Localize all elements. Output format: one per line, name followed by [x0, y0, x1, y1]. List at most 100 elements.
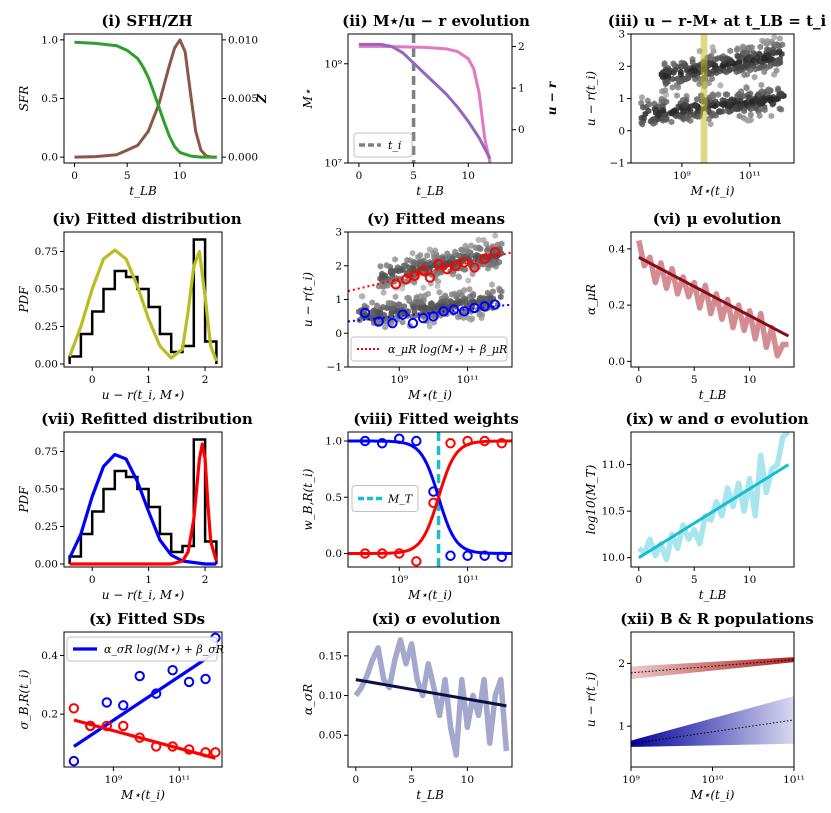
panel-title: (xi) σ evolution	[372, 610, 501, 628]
x-tick-label: 0	[352, 774, 359, 786]
density-hex	[748, 98, 755, 105]
density-hex	[417, 260, 423, 267]
data-point	[448, 304, 460, 315]
density-hex	[467, 249, 474, 256]
density-hex	[417, 298, 424, 306]
density-hex	[426, 323, 433, 330]
density-hex	[456, 299, 462, 307]
panel-p4: 0 1 2 0.00 0.25 0.50 0.75 u − r(t_i, M⋆) PDF (iv)…	[17, 210, 242, 402]
y-axis-label: M⋆	[301, 88, 315, 109]
panel-p7: 0 1 2 0.00 0.25 0.50 0.75 u − r(t_i, M⋆) PDF (vii…	[17, 410, 253, 602]
density-hex	[719, 100, 725, 108]
data-point	[101, 697, 112, 708]
density-hex	[777, 90, 784, 98]
legend-label: M_T	[387, 493, 414, 506]
x-tick-label: 5	[691, 574, 698, 586]
density-hex	[374, 302, 380, 309]
data-point	[458, 257, 470, 268]
panel-title: (vi) μ evolution	[653, 210, 782, 228]
data-point	[407, 317, 419, 329]
x-tick-label: 0	[635, 374, 642, 386]
population-mean-line	[631, 659, 794, 674]
x-tick-label: 10	[462, 170, 475, 182]
y-tick-label: 0.0	[608, 356, 625, 368]
density-hex	[773, 67, 780, 74]
x-axis-label: t_LB	[699, 388, 727, 402]
density-hex	[709, 75, 715, 83]
x-axis-label: t_LB	[129, 184, 157, 198]
x-axis-label: t_LB	[699, 588, 727, 602]
density-hex	[444, 250, 450, 257]
density-hex	[426, 259, 433, 266]
density-hex	[682, 101, 688, 109]
x-tick-label: 1	[145, 574, 152, 586]
density-hex	[652, 106, 659, 113]
data-point	[118, 700, 129, 711]
density-hex	[380, 289, 387, 296]
density-hex	[465, 277, 472, 284]
series-line	[74, 40, 217, 159]
density-hex	[669, 75, 676, 83]
density-hex	[388, 266, 395, 274]
density-hex	[727, 102, 734, 110]
y-tick-label: 1	[335, 294, 342, 306]
axes-frame	[63, 631, 223, 768]
data-point	[479, 253, 490, 265]
x-tick-label: 10⁹	[622, 774, 640, 786]
density-hex	[761, 54, 768, 62]
density-hex	[411, 259, 417, 266]
density-hex	[455, 252, 461, 259]
density-hex	[461, 286, 468, 294]
data-point	[359, 307, 371, 319]
data-point	[428, 311, 439, 322]
density-hex	[382, 323, 389, 331]
selection-band	[700, 34, 708, 163]
density-hex	[728, 57, 735, 65]
legend-box	[351, 485, 419, 512]
density-hex	[744, 62, 750, 69]
density-hex	[472, 244, 479, 251]
plot-area	[74, 38, 217, 159]
fit-line	[348, 251, 512, 293]
series-line	[74, 38, 217, 159]
x-tick-label: 5	[410, 170, 417, 182]
x-axis-label: M⋆(t_i)	[407, 588, 452, 602]
legend-box	[353, 132, 413, 158]
density-hex	[692, 67, 699, 74]
density-hex	[469, 315, 475, 322]
density-hex	[462, 242, 469, 250]
x-axis-label: M⋆(t_i)	[690, 788, 735, 802]
density-hex	[451, 290, 458, 298]
density-hex	[388, 319, 395, 327]
x-tick-label: 10¹¹	[739, 170, 761, 182]
y-tick-label: 2	[618, 61, 625, 73]
data-point	[479, 550, 490, 561]
y-tick-label: 0.75	[35, 246, 58, 258]
y-tick-label: 0.5	[325, 492, 342, 504]
density-hex	[490, 288, 496, 295]
y-right-tick-label: 0	[518, 124, 525, 136]
density-hex	[761, 68, 768, 76]
density-hex	[706, 53, 713, 61]
density-hex	[766, 51, 772, 59]
density-hex	[480, 236, 487, 244]
data-point	[428, 486, 439, 497]
plot-area	[348, 432, 512, 567]
series-line	[358, 42, 492, 160]
x-axis-label: u − r(t_i, M⋆)	[102, 388, 185, 402]
density-hex	[740, 43, 746, 50]
y-tick-label: 10⁹	[324, 58, 342, 70]
y-tick-label: 0	[335, 328, 342, 340]
data-point	[479, 435, 490, 447]
density-hex	[456, 273, 462, 281]
x-axis-label: M⋆(t_i)	[120, 788, 165, 802]
density-hex	[430, 249, 437, 257]
density-hex	[709, 112, 716, 119]
data-point	[167, 741, 178, 752]
panel-p1: 0 5 10 0.0 0.5 1.0 0.000 0.005 0.010 t_LB SFR Z (i) …	[17, 12, 269, 198]
y-tick-label: −1	[610, 158, 625, 170]
x-axis-label: u − r(t_i, M⋆)	[102, 588, 185, 602]
data-point	[469, 302, 480, 314]
panel-p3: 10⁹ 10¹¹ −1 0 1 2 3 M⋆(t_i) u − r(t_i) (iii) u − …	[584, 12, 827, 198]
